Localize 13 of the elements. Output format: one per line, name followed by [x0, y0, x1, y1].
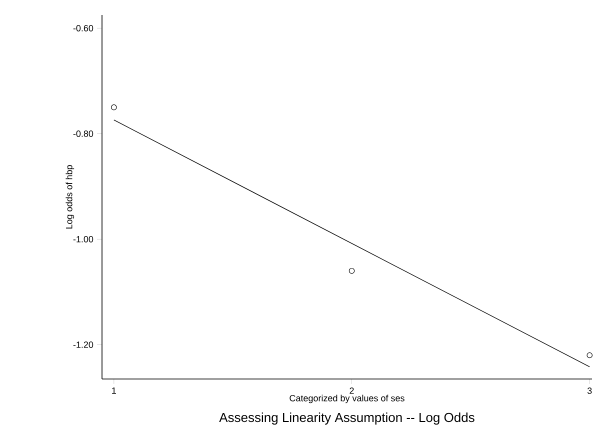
point [348, 268, 355, 274]
text: Assessing Linearity Assumption -- Log Odds [219, 412, 474, 425]
x-tick-label: 2 [350, 388, 354, 394]
point [111, 104, 117, 110]
point [586, 352, 593, 358]
y-axis-title: Log odds of hbp [66, 165, 74, 229]
x-axis-title: Categorized by values of ses [290, 394, 404, 404]
y-tick-label: -0.80 [73, 130, 94, 137]
y-tick-label: -1.00 [73, 236, 94, 242]
x-tick-label: 3 [587, 388, 592, 394]
y-tick-label: -1.20 [73, 342, 94, 348]
y-tick-label: -0.60 [73, 25, 94, 32]
x-tick-label: 1 [112, 388, 116, 394]
